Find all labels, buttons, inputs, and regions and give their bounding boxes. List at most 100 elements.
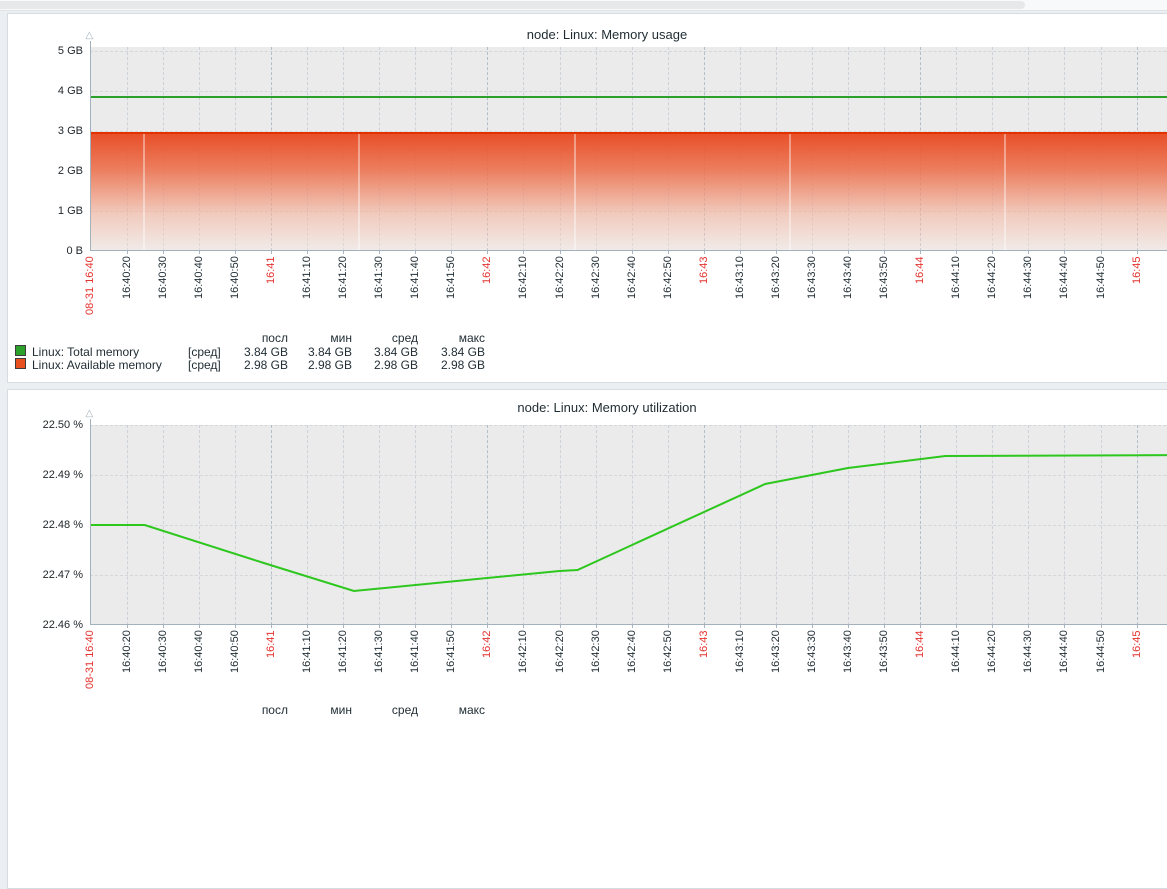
x-tick-mark [884, 251, 885, 254]
x-tick-mark [1137, 625, 1138, 628]
legend-swatch [15, 345, 26, 356]
x-tick-mark [379, 251, 380, 254]
plot-area[interactable]: 5 GB 4 GB 3 GB 2 GB 1 GB 0 B △ [58, 31, 1167, 257]
x-tick-mark [920, 625, 921, 628]
grid-v-line [523, 425, 524, 625]
x-tick-label: 16:43:10 [734, 630, 746, 673]
x-tick-label: 16:42:40 [626, 630, 638, 673]
grid-h-line [90, 525, 1167, 526]
grid-v-line [451, 425, 452, 625]
x-tick-label: 16:43:20 [770, 630, 782, 673]
x-tick-mark [343, 251, 344, 254]
top-scrollbar-track[interactable] [0, 0, 1167, 11]
memory-utilization-line [90, 454, 1167, 593]
available-memory-area [90, 132, 1167, 251]
grid-v-line [235, 425, 236, 625]
x-tick-label: 16:41:40 [409, 630, 421, 673]
x-tick-label: 16:43:20 [770, 256, 782, 299]
x-tick-label: 16:41:30 [373, 630, 385, 673]
x-tick-mark [596, 251, 597, 254]
x-tick-label: 16:43:50 [878, 256, 890, 299]
x-tick-mark [632, 251, 633, 254]
x-tick-mark [884, 625, 885, 628]
y-tick-label: 0 B [66, 245, 83, 257]
grid-v-line [487, 425, 488, 625]
grid-v-line [668, 425, 669, 625]
legend-value: 2.98 GB [243, 357, 288, 372]
legend-value: 3.84 GB [307, 344, 352, 359]
x-tick-mark [1064, 625, 1065, 628]
legend-value: 3.84 GB [440, 344, 485, 359]
x-tick-label: 16:42 [481, 630, 493, 658]
x-tick-label: 16:41:10 [301, 630, 313, 673]
x-tick-label: 16:44 [914, 256, 926, 284]
grid-v-line [271, 425, 272, 625]
x-tick-label: 16:44:50 [1095, 256, 1107, 299]
legend-swatch-cell [15, 345, 32, 359]
chart-title: node: Linux: Memory utilization [517, 400, 697, 415]
grid-h-line [90, 91, 1167, 92]
x-tick-mark [487, 251, 488, 254]
x-tick-label: 16:42:40 [626, 256, 638, 299]
top-scrollbar-thumb[interactable] [0, 1, 1025, 9]
grid-v-line [343, 425, 344, 625]
x-tick-mark [992, 625, 993, 628]
x-tick-mark [307, 625, 308, 628]
x-tick-mark [1064, 251, 1065, 254]
x-tick-label: 16:41:50 [445, 256, 457, 299]
x-tick-label: 16:43:10 [734, 256, 746, 299]
x-tick-mark [235, 251, 236, 254]
x-tick-mark [379, 625, 380, 628]
x-tick-label: 16:44:10 [950, 630, 962, 673]
x-axis [90, 624, 1167, 625]
grid-h-line [90, 475, 1167, 476]
legend-header-cell: макс [458, 331, 485, 345]
x-tick-mark [235, 625, 236, 628]
x-tick-mark [127, 625, 128, 628]
x-tick-label: 16:42 [481, 256, 493, 284]
grid-v-line [848, 425, 849, 625]
legend-func: [сред] [188, 357, 221, 372]
x-tick-mark [560, 251, 561, 254]
x-tick-label: 16:43:40 [842, 256, 854, 299]
legend-value: 2.98 GB [440, 357, 485, 372]
x-axis [90, 250, 1167, 251]
y-axis-arrow-icon: △ [85, 30, 94, 41]
grid-v-line [956, 425, 957, 625]
y-tick-label: 22.46 % [42, 619, 83, 631]
x-tick-label: 16:42:30 [590, 630, 602, 673]
y-axis-arrow-icon: △ [85, 408, 94, 419]
x-tick-mark [127, 251, 128, 254]
legend-label: Linux: Total memory [32, 344, 140, 359]
x-tick-mark [343, 625, 344, 628]
grid-v-line [163, 425, 164, 625]
grid-v-line [740, 425, 741, 625]
grid-v-line [1101, 425, 1102, 625]
x-tick-label: 16:43:50 [878, 630, 890, 673]
x-tick-label: 16:41:20 [337, 256, 349, 299]
x-tick-label: 16:44:10 [950, 256, 962, 299]
x-tick-mark [848, 251, 849, 254]
x-tick-mark [668, 251, 669, 254]
grid-v-line [1028, 425, 1029, 625]
grid-v-line [199, 425, 200, 625]
y-axis [90, 41, 91, 251]
x-tick-mark [812, 625, 813, 628]
x-tick-label: 16:40:50 [229, 256, 241, 299]
x-tick-mark [199, 251, 200, 254]
x-tick-mark [271, 625, 272, 628]
area-seam [358, 134, 360, 251]
legend-header-row: посл мин сред макс [15, 332, 1167, 345]
x-tick-label: 16:43:40 [842, 630, 854, 673]
x-tick-mark [451, 625, 452, 628]
x-tick-label: 16:40:20 [121, 630, 133, 673]
x-tick-mark [956, 625, 957, 628]
plot-area[interactable]: 22.50 % 22.49 % 22.48 % 22.47 % 22.46 % △ [43, 409, 1167, 631]
x-tick-label: 16:44:20 [986, 256, 998, 299]
x-tick-label: 16:44:40 [1058, 256, 1070, 299]
x-tick-label: 16:43:30 [806, 256, 818, 299]
y-tick-label: 2 GB [57, 165, 83, 177]
grid-v-line [596, 425, 597, 625]
grid-v-line [1137, 425, 1138, 625]
x-tick-label: 16:44:30 [1022, 630, 1034, 673]
